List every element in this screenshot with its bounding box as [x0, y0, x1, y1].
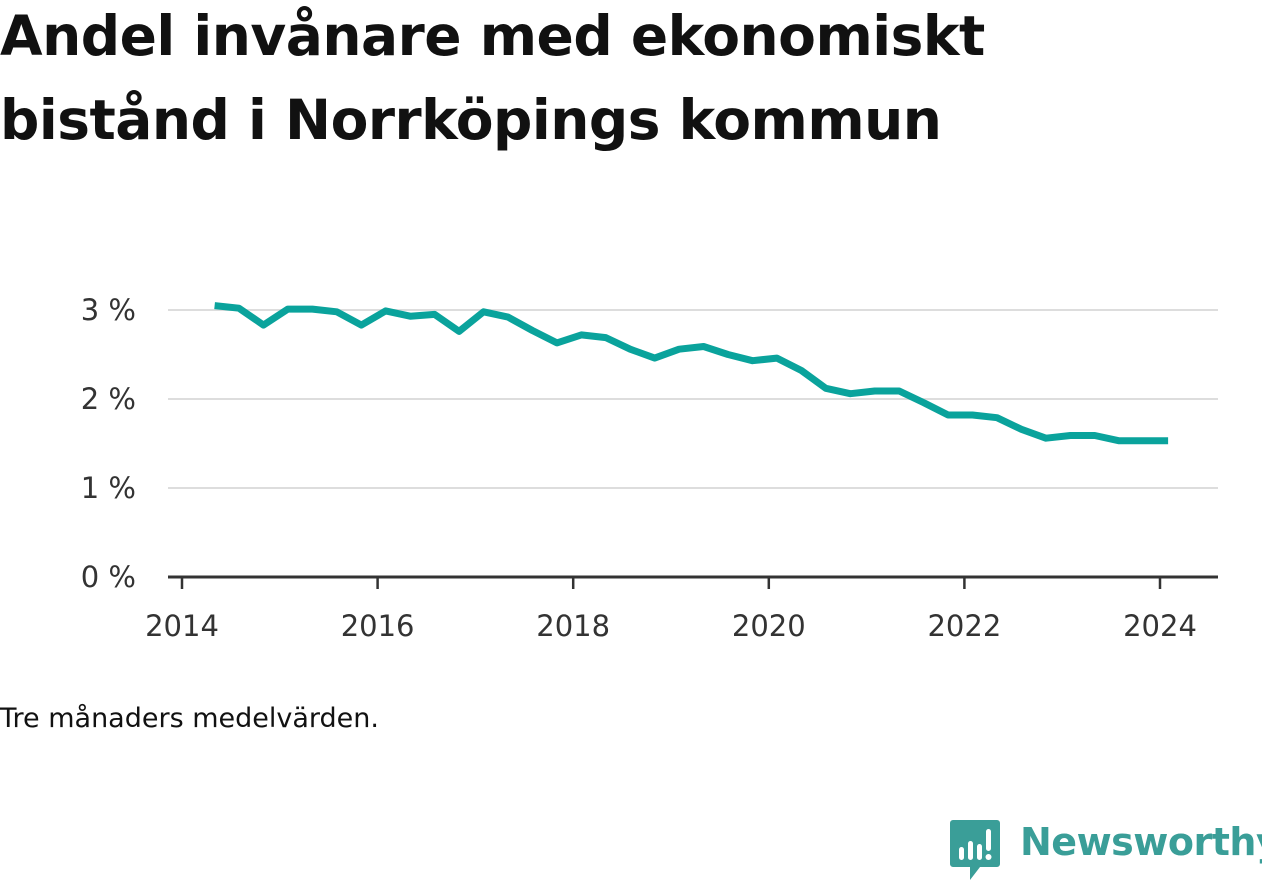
y-tick-label: 1 %: [81, 471, 136, 505]
x-tick-label: 2024: [1123, 609, 1197, 643]
x-tick-label: 2016: [341, 609, 415, 643]
x-tick-label: 2020: [732, 609, 806, 643]
bar-chart-speech-bubble-icon: [950, 820, 1000, 880]
y-tick-label: 2 %: [81, 382, 136, 416]
series-line: [214, 302, 1169, 445]
x-tick-label: 2022: [927, 609, 1001, 643]
y-tick-label: 3 %: [81, 293, 136, 327]
brand-name: Newsworthy: [1020, 820, 1262, 864]
y-tick-label: 0 %: [81, 560, 136, 594]
x-tick-label: 2018: [536, 609, 610, 643]
chart-note: Tre månaders medelvärden.: [0, 703, 379, 734]
chart-title: Andel invånare med ekonomiskt bistånd i …: [0, 4, 985, 152]
x-tick-label: 2014: [145, 609, 219, 643]
